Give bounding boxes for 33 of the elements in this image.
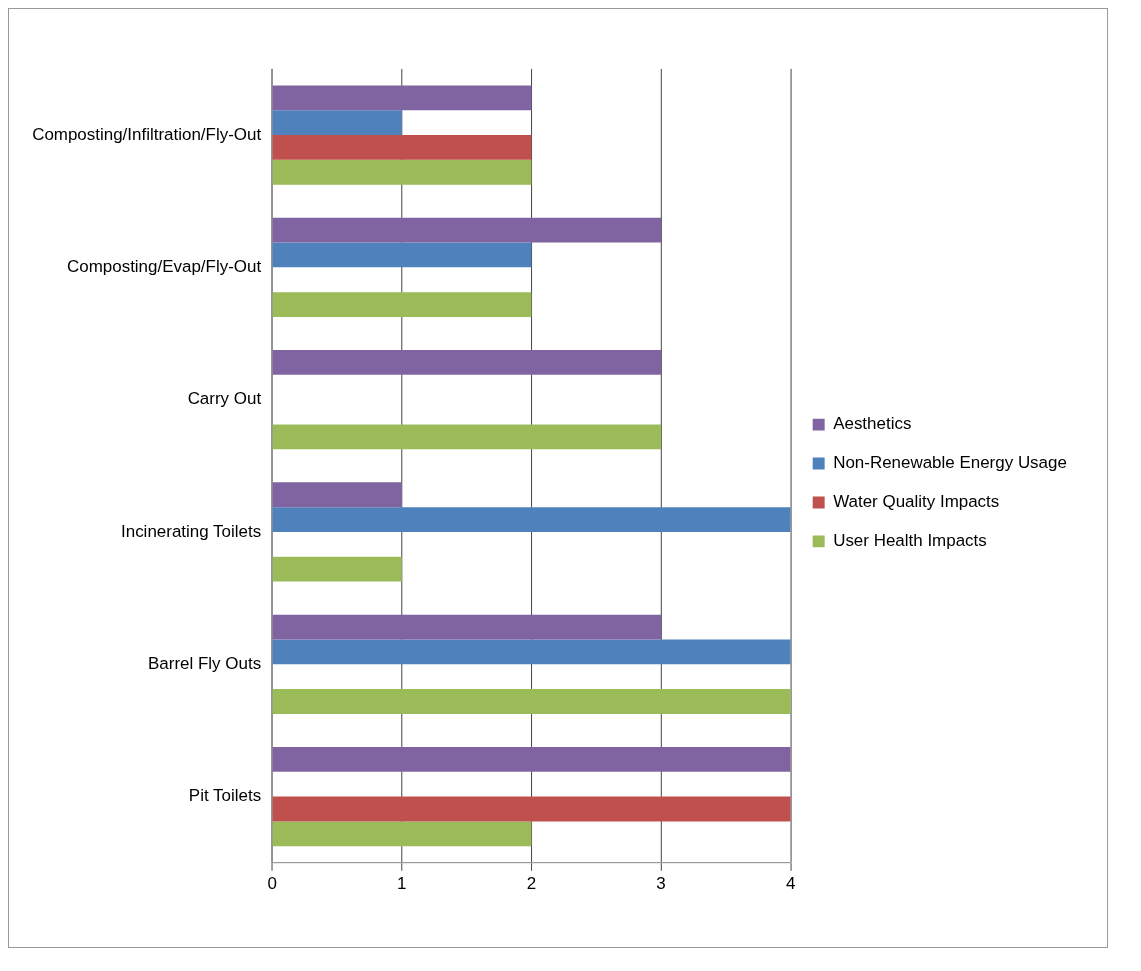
bar xyxy=(272,424,662,450)
bar xyxy=(272,135,532,160)
bar xyxy=(272,507,791,532)
x-tick-label: 3 xyxy=(656,873,666,893)
bar xyxy=(272,689,791,714)
bar xyxy=(272,747,791,772)
bar xyxy=(272,350,662,375)
x-tick-label: 1 xyxy=(397,873,407,893)
bar xyxy=(272,110,402,136)
x-tick-label: 2 xyxy=(526,873,537,893)
legend-label: Aesthetics xyxy=(833,414,912,434)
y-tick-label: Composting/Evap/Fly-Out xyxy=(67,257,262,277)
bar xyxy=(272,639,791,665)
legend-label: Water Quality Impacts xyxy=(833,492,1000,512)
y-tick-label: Composting/Infiltration/Fly-Out xyxy=(32,124,262,144)
bar xyxy=(272,292,532,317)
bar xyxy=(272,556,402,582)
legend-label: User Health Impacts xyxy=(833,531,987,551)
x-tick-label: 0 xyxy=(267,873,277,893)
y-tick-label: Carry Out xyxy=(187,389,262,409)
bar xyxy=(272,796,791,822)
x-tick-label: 4 xyxy=(786,873,796,893)
bar xyxy=(272,821,532,847)
y-tick-label: Barrel Fly Outs xyxy=(148,653,262,673)
bar xyxy=(272,242,532,268)
bar xyxy=(272,482,402,508)
bar xyxy=(272,614,662,640)
bar xyxy=(272,217,662,243)
y-tick-label: Incinerating Toilets xyxy=(120,521,262,541)
bar xyxy=(272,85,532,111)
bar xyxy=(272,159,532,185)
y-tick-label: Pit Toilets xyxy=(188,786,262,806)
legend-label: Non-Renewable Energy Usage xyxy=(833,453,1067,473)
